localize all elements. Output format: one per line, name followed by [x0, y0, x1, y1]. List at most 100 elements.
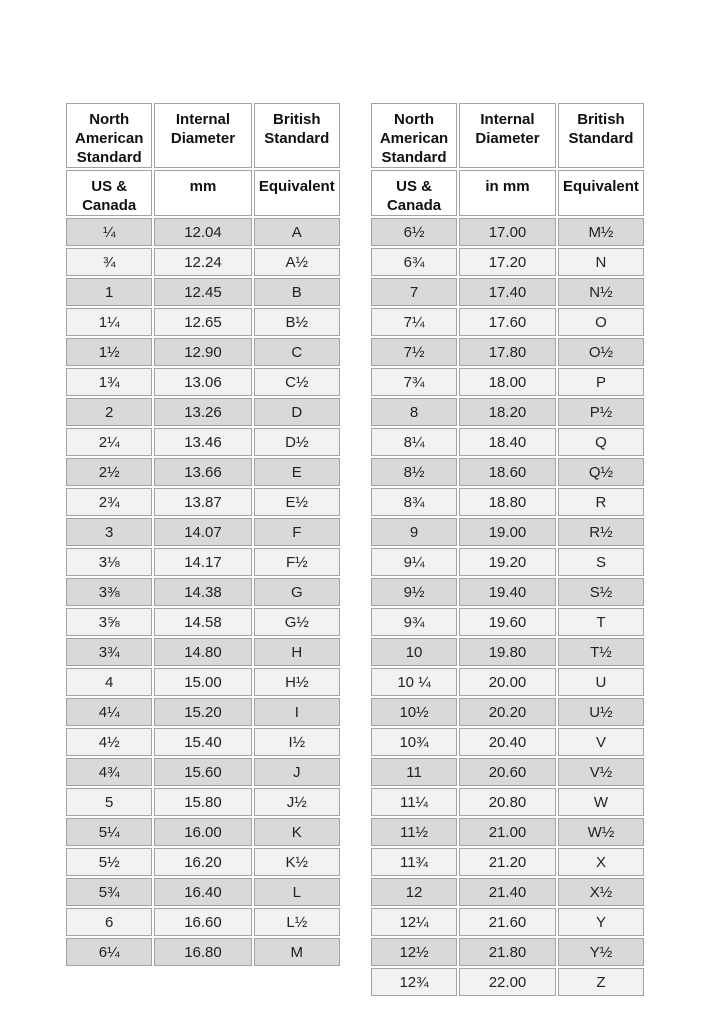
us-size-cell: 5 — [66, 788, 153, 816]
us-size-cell: 11¼ — [371, 788, 458, 816]
us-size-cell: 3⅜ — [66, 578, 153, 606]
diameter-cell: 17.60 — [459, 308, 556, 336]
us-size-cell: 8½ — [371, 458, 458, 486]
british-size-cell: H½ — [253, 668, 340, 696]
diameter-cell: 18.60 — [459, 458, 556, 486]
diameter-cell: 15.20 — [154, 698, 252, 726]
diameter-cell: 18.00 — [459, 368, 556, 396]
british-size-cell: W½ — [557, 818, 644, 846]
table-row: 6 16.60 L½ — [66, 908, 340, 936]
british-size-cell: S — [557, 548, 644, 576]
us-size-cell: 10 — [371, 638, 458, 666]
british-size-cell: U — [557, 668, 644, 696]
diameter-cell: 21.20 — [459, 848, 556, 876]
table-row: 1 12.45 B — [66, 278, 340, 306]
table-row: 12¼ 21.60 Y — [371, 908, 644, 936]
diameter-cell: 12.90 — [154, 338, 252, 366]
diameter-cell: 15.00 — [154, 668, 252, 696]
diameter-cell: 13.87 — [154, 488, 252, 516]
british-size-cell: L — [253, 878, 340, 906]
table-row: 2½ 13.66 E — [66, 458, 340, 486]
british-size-cell: T½ — [557, 638, 644, 666]
diameter-cell: 21.80 — [459, 938, 556, 966]
table-row: 2 13.26 D — [66, 398, 340, 426]
british-size-cell: N½ — [557, 278, 644, 306]
british-size-cell: H — [253, 638, 340, 666]
us-size-cell: 8¾ — [371, 488, 458, 516]
diameter-cell: 12.65 — [154, 308, 252, 336]
us-size-cell: 7¼ — [371, 308, 458, 336]
british-size-cell: N — [557, 248, 644, 276]
table-row: 4½ 15.40 I½ — [66, 728, 340, 756]
table-row: 7¾ 18.00 P — [371, 368, 644, 396]
us-size-cell: 2 — [66, 398, 153, 426]
diameter-cell: 16.60 — [154, 908, 252, 936]
diameter-cell: 19.00 — [459, 518, 556, 546]
diameter-cell: 15.60 — [154, 758, 252, 786]
us-size-cell: 12¼ — [371, 908, 458, 936]
british-size-cell: L½ — [253, 908, 340, 936]
table-row: 1¾ 13.06 C½ — [66, 368, 340, 396]
british-size-cell: V½ — [557, 758, 644, 786]
diameter-cell: 18.40 — [459, 428, 556, 456]
diameter-cell: 19.20 — [459, 548, 556, 576]
us-size-cell: 5¾ — [66, 878, 153, 906]
us-size-cell: 1¼ — [66, 308, 153, 336]
us-size-cell: ¾ — [66, 248, 153, 276]
diameter-cell: 20.20 — [459, 698, 556, 726]
table-row: 9¼ 19.20 S — [371, 548, 644, 576]
british-size-cell: Y — [557, 908, 644, 936]
us-size-cell: 1 — [66, 278, 153, 306]
us-size-cell: 4 — [66, 668, 153, 696]
table-row: 11 20.60 V½ — [371, 758, 644, 786]
diameter-cell: 16.80 — [154, 938, 252, 966]
british-size-cell: G — [253, 578, 340, 606]
table-row: 10¾ 20.40 V — [371, 728, 644, 756]
table-row: ¼ 12.04 A — [66, 218, 340, 246]
diameter-cell: 15.80 — [154, 788, 252, 816]
diameter-cell: 19.40 — [459, 578, 556, 606]
british-size-cell: A½ — [253, 248, 340, 276]
diameter-cell: 21.40 — [459, 878, 556, 906]
us-size-cell: 7 — [371, 278, 458, 306]
table-row: 7½ 17.80 O½ — [371, 338, 644, 366]
diameter-cell: 17.00 — [459, 218, 556, 246]
table-row: 3¾ 14.80 H — [66, 638, 340, 666]
ring-size-table-left: North American Standard Internal Diamete… — [64, 101, 342, 968]
table-row: 10½ 20.20 U½ — [371, 698, 644, 726]
british-size-cell: Q — [557, 428, 644, 456]
us-size-cell: ¼ — [66, 218, 153, 246]
diameter-cell: 16.20 — [154, 848, 252, 876]
us-size-cell: 6¼ — [66, 938, 153, 966]
subheader-equivalent: Equivalent — [253, 170, 340, 216]
table-row: 5 15.80 J½ — [66, 788, 340, 816]
table-row: 3⅛ 14.17 F½ — [66, 548, 340, 576]
header-row-secondary: US & Canada mm Equivalent — [66, 170, 340, 216]
us-size-cell: 10½ — [371, 698, 458, 726]
table-row: 8½ 18.60 Q½ — [371, 458, 644, 486]
us-size-cell: 12½ — [371, 938, 458, 966]
table-row: 3⅝ 14.58 G½ — [66, 608, 340, 636]
british-size-cell: O½ — [557, 338, 644, 366]
british-size-cell: F½ — [253, 548, 340, 576]
us-size-cell: 11½ — [371, 818, 458, 846]
us-size-cell: 9¾ — [371, 608, 458, 636]
british-size-cell: G½ — [253, 608, 340, 636]
diameter-cell: 20.80 — [459, 788, 556, 816]
table-row: 6¼ 16.80 M — [66, 938, 340, 966]
table-row: 4¾ 15.60 J — [66, 758, 340, 786]
us-size-cell: 12¾ — [371, 968, 458, 996]
us-size-cell: 7½ — [371, 338, 458, 366]
diameter-cell: 17.40 — [459, 278, 556, 306]
us-size-cell: 10 ¼ — [371, 668, 458, 696]
diameter-cell: 14.17 — [154, 548, 252, 576]
column-header-na-standard: North American Standard — [66, 103, 153, 168]
us-size-cell: 7¾ — [371, 368, 458, 396]
british-size-cell: K — [253, 818, 340, 846]
us-size-cell: 8 — [371, 398, 458, 426]
us-size-cell: 6½ — [371, 218, 458, 246]
table-row: 5¾ 16.40 L — [66, 878, 340, 906]
column-header-internal-diameter: Internal Diameter — [459, 103, 556, 168]
diameter-cell: 18.20 — [459, 398, 556, 426]
us-size-cell: 6 — [66, 908, 153, 936]
